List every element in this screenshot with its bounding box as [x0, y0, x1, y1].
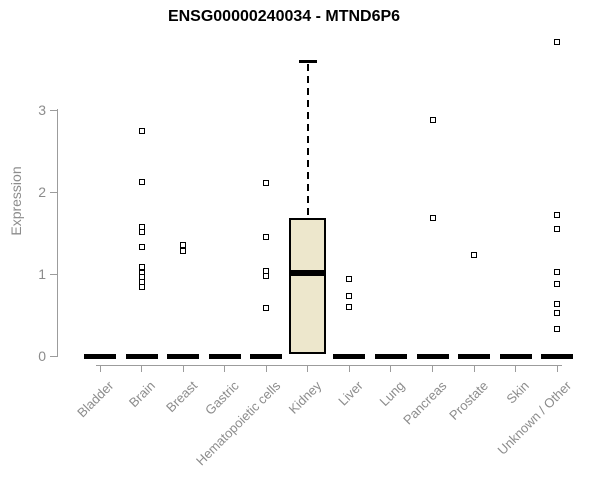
category-label: Lung [376, 378, 408, 410]
outlier-point [263, 234, 270, 241]
category-label: Prostate [445, 378, 491, 423]
outlier-point [346, 303, 353, 310]
outlier-point [263, 179, 270, 186]
y-tick-label: 2 [38, 184, 46, 200]
x-axis-line [96, 365, 562, 366]
zero-median-dash [84, 353, 116, 359]
outlier-point [554, 310, 561, 317]
whisker-cap [298, 59, 317, 63]
category-label: Breast [162, 378, 200, 416]
category-label: Gastric [201, 378, 242, 418]
y-axis-tick [50, 355, 57, 357]
outlier-point [554, 301, 561, 308]
chart-title: ENSG00000240034 - MTND6P6 [167, 8, 401, 25]
zero-median-dash [208, 353, 241, 359]
zero-median-dash [333, 353, 366, 359]
outlier-point [263, 273, 270, 280]
x-axis-tick [224, 366, 226, 372]
category-label: Bladder [74, 378, 117, 421]
x-axis-tick [515, 366, 517, 372]
zero-median-dash [416, 353, 449, 359]
y-tick-label: 3 [38, 102, 46, 118]
x-axis-tick [473, 366, 475, 372]
box-median [291, 270, 325, 277]
x-axis-tick [348, 366, 350, 372]
outlier-point [180, 242, 187, 249]
outlier-point [263, 304, 270, 311]
outlier-point [180, 248, 187, 255]
zero-median-dash [125, 353, 158, 359]
zero-median-dash [541, 353, 574, 359]
outlier-point [429, 116, 436, 123]
x-axis-tick [141, 366, 143, 372]
outlier-point [554, 225, 561, 232]
category-label: Brain [126, 378, 159, 411]
y-axis-tick [50, 191, 57, 193]
outlier-point [346, 293, 353, 300]
outlier-point [138, 128, 145, 135]
outlier-point [138, 229, 145, 236]
outlier-point [138, 264, 145, 271]
zero-median-dash [167, 353, 200, 359]
category-label: Skin [503, 378, 533, 407]
category-label: Liver [335, 378, 367, 409]
outlier-point [554, 280, 561, 287]
x-axis-tick [307, 366, 309, 372]
y-tick-label: 0 [38, 348, 46, 364]
outlier-point [554, 269, 561, 276]
category-label: Kidney [285, 378, 325, 417]
y-axis-line [57, 109, 58, 357]
outlier-point [138, 284, 145, 291]
outlier-point [138, 179, 145, 186]
box [289, 218, 327, 354]
y-tick-label: 1 [38, 266, 46, 282]
x-axis-tick [99, 366, 101, 372]
y-axis-tick [50, 109, 57, 111]
outlier-point [554, 38, 561, 45]
zero-median-dash [458, 353, 491, 359]
outlier-point [554, 211, 561, 218]
category-label: Unknown / Other [494, 378, 574, 458]
zero-median-dash [250, 353, 283, 359]
zero-median-dash [374, 353, 407, 359]
outlier-point [263, 267, 270, 274]
x-axis-tick [390, 366, 392, 372]
outlier-point [554, 325, 561, 332]
whisker [306, 63, 309, 219]
x-axis-tick [556, 366, 558, 372]
outlier-point [429, 215, 436, 222]
category-label: Pancreas [399, 378, 450, 428]
y-axis-tick [50, 273, 57, 275]
outlier-point [138, 243, 145, 250]
zero-median-dash [499, 353, 532, 359]
x-axis-tick [182, 366, 184, 372]
x-axis-tick [432, 366, 434, 372]
x-axis-tick [265, 366, 267, 372]
outlier-point [346, 275, 353, 282]
outlier-point [471, 252, 478, 259]
